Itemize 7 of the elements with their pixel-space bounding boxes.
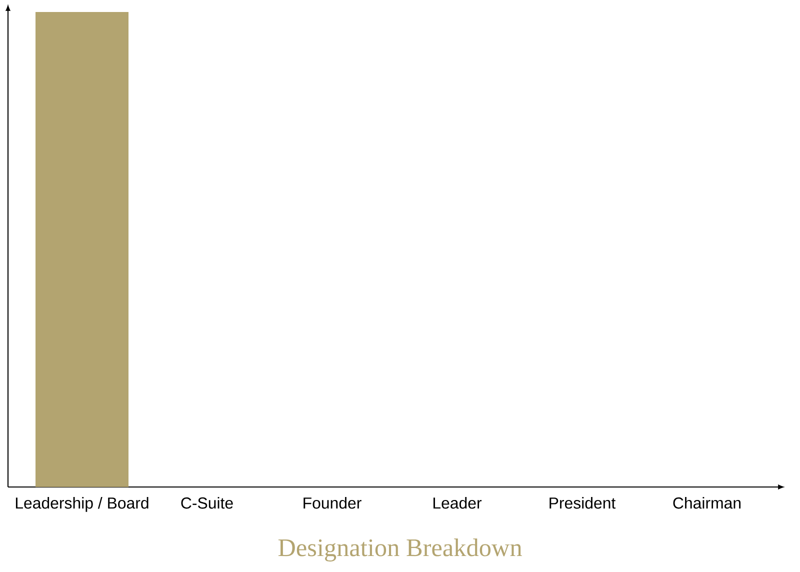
text: Designation Breakdown — [278, 538, 522, 562]
x-tick-label: Leader — [434, 497, 482, 509]
x-tick-label: Chairman — [673, 497, 741, 509]
x-tick-label: C-Suite — [181, 497, 233, 509]
x-tick-label: President — [550, 497, 616, 509]
x-tick-label: Leadership / Board — [16, 497, 148, 512]
x-tick-label: Founder — [304, 497, 362, 509]
